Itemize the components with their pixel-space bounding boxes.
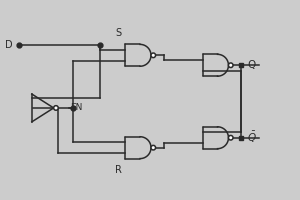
Text: EN: EN: [70, 103, 83, 112]
Text: R: R: [115, 165, 122, 175]
Circle shape: [54, 106, 58, 110]
Text: D: D: [5, 40, 13, 50]
Text: $\bar{Q}$: $\bar{Q}$: [247, 130, 257, 145]
Text: S: S: [115, 28, 121, 38]
Circle shape: [229, 135, 233, 140]
Circle shape: [151, 53, 156, 58]
Circle shape: [229, 63, 233, 68]
Text: Q: Q: [247, 60, 255, 70]
Circle shape: [151, 145, 156, 150]
